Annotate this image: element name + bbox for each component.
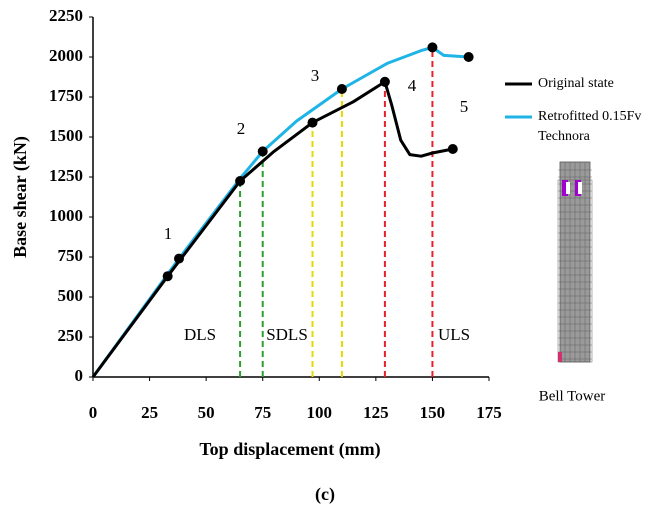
- tower-label: Bell Tower: [539, 388, 606, 404]
- data-point: [464, 52, 474, 62]
- x-tick-label: 175: [476, 403, 502, 422]
- caption: (c): [315, 484, 335, 505]
- data-point: [448, 144, 458, 154]
- figure: Top displacement (mm) Base shear (kN) (c…: [0, 0, 651, 511]
- x-tick-label: 150: [420, 403, 446, 422]
- y-tick-label: 0: [75, 366, 84, 385]
- annotation: 1: [164, 224, 173, 243]
- legend-entry: Retrofitted 0.15Fv Technora: [538, 107, 650, 147]
- annotation: DLS: [184, 325, 216, 344]
- data-point: [235, 176, 245, 186]
- data-point: [380, 77, 390, 87]
- x-tick-label: 100: [307, 403, 333, 422]
- y-tick-label: 500: [58, 286, 84, 305]
- tower-illustration: [558, 162, 592, 362]
- y-tick-label: 1750: [49, 86, 83, 105]
- y-tick-label: 1000: [49, 206, 83, 225]
- y-tick-label: 1500: [49, 126, 83, 145]
- x-tick-label: 75: [254, 403, 271, 422]
- x-tick-label: 25: [141, 403, 158, 422]
- annotation: 4: [408, 76, 417, 95]
- y-tick-label: 2250: [49, 6, 83, 25]
- data-point: [307, 118, 317, 128]
- data-point: [427, 42, 437, 52]
- annotation: ULS: [438, 325, 470, 344]
- legend-entry: Original state: [538, 74, 648, 94]
- annotation: SDLS: [266, 325, 308, 344]
- annotation: 2: [237, 119, 246, 138]
- annotation: 5: [460, 97, 469, 116]
- y-tick-label: 1250: [49, 166, 83, 185]
- data-point: [258, 146, 268, 156]
- annotation: 3: [311, 66, 320, 85]
- y-axis-label: Base shear (kN): [10, 136, 31, 258]
- data-point: [163, 271, 173, 281]
- x-tick-label: 50: [198, 403, 215, 422]
- y-tick-label: 250: [58, 326, 84, 345]
- x-tick-label: 125: [363, 403, 389, 422]
- y-tick-label: 750: [58, 246, 84, 265]
- x-axis-label: Top displacement (mm): [199, 439, 380, 460]
- data-point: [337, 84, 347, 94]
- x-tick-label: 0: [89, 403, 98, 422]
- y-tick-label: 2000: [49, 46, 83, 65]
